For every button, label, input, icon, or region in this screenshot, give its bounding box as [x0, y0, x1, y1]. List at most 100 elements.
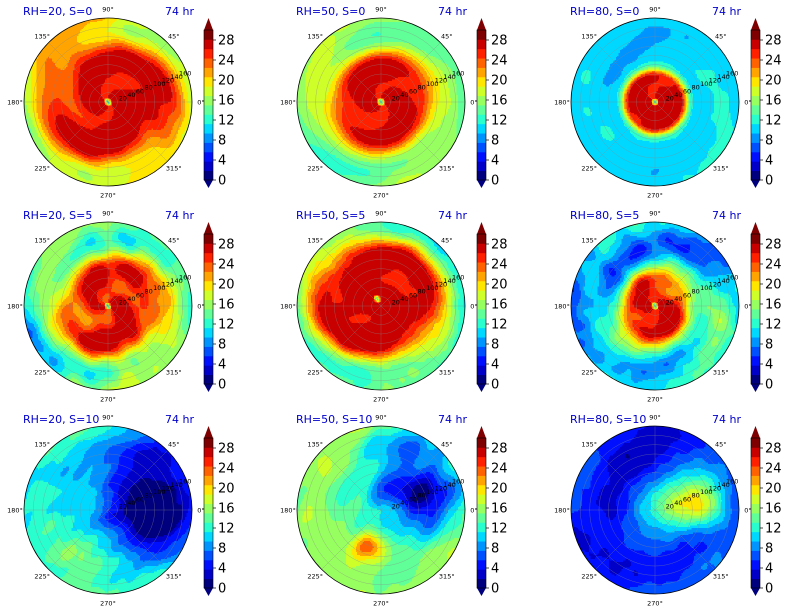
colorbar-segment [204, 346, 213, 357]
colorbar-segment [751, 252, 760, 263]
panel-title: RH=20, S=0 [23, 5, 92, 18]
colorbar-segment [477, 67, 486, 78]
colorbar-segment [751, 456, 760, 467]
colorbar-extend-min [751, 588, 760, 596]
radial-tick-label: 80 [144, 84, 152, 92]
angle-tick-label: 0° [744, 99, 751, 107]
colorbar-segment [477, 337, 486, 347]
panel-2: RH=50, S=0 74 hr 0° 45° 90° 135° 180° 225° 270° 3… [280, 5, 507, 200]
colorbar-segment [751, 142, 760, 153]
colorbar-tick-label: 0 [765, 378, 773, 393]
angle-tick-label: 225° [581, 368, 597, 376]
colorbar-segment [204, 531, 213, 542]
colorbar-segment [751, 503, 760, 514]
colorbar-segment [477, 522, 486, 533]
time-label: 74 hr [165, 413, 194, 426]
colorbar-tick-label: 20 [765, 74, 782, 89]
colorbar-segment [477, 95, 486, 106]
radial-tick-label: 140 [717, 73, 729, 81]
angle-tick-label: 90° [102, 6, 114, 14]
radial-tick-label: 80 [144, 492, 152, 500]
colorbar-segment [751, 484, 760, 495]
colorbar-tick-label: 20 [765, 278, 782, 293]
colorbar-extend-max [204, 426, 213, 438]
radial-tick-label: 140 [443, 277, 455, 285]
colorbar-frame [476, 29, 487, 181]
colorbar-segment [477, 438, 486, 448]
colorbar-tick-label: 8 [491, 134, 499, 149]
angle-tick-label: 270° [100, 192, 116, 200]
colorbar-segment [204, 234, 213, 244]
radial-tick-label: 140 [170, 481, 182, 489]
colorbar-segment [477, 309, 486, 319]
radial-tick-label: 60 [136, 87, 144, 95]
radial-tick-label: 140 [717, 481, 729, 489]
angle-tick-label: 315° [439, 164, 455, 172]
radial-tick-label: 160 [179, 69, 191, 77]
angle-tick-label: 90° [375, 414, 387, 422]
colorbar-segment [477, 86, 486, 97]
colorbar-frame [750, 29, 761, 181]
colorbar-tick-label: 12 [491, 318, 508, 333]
colorbar-segment [751, 327, 760, 338]
colorbar-segment [204, 39, 213, 50]
colorbar-segment [204, 578, 213, 589]
colorbar-segment [477, 365, 486, 376]
grid-spoke [380, 450, 441, 511]
colorbar-tick-label: 24 [765, 54, 782, 69]
radial-tick-label: 120 [162, 281, 174, 289]
grid-spoke [107, 42, 168, 103]
colorbar-segment [204, 252, 213, 263]
colorbar-tick-label: 4 [765, 562, 773, 577]
polar-frame [570, 425, 740, 595]
colorbar-segment [204, 447, 213, 458]
polar-frame [570, 17, 740, 187]
time-label: 74 hr [438, 209, 467, 222]
grid-spoke [48, 305, 109, 366]
colorbar-segment [751, 447, 760, 458]
colorbar-segment [751, 280, 760, 291]
colorbar-segment [751, 105, 760, 115]
colorbar-tick-label: 12 [765, 318, 782, 333]
panel-4: RH=20, S=5 74 hr 0° 45° 90° 135° 180° 225° 270° 3… [7, 209, 234, 404]
angle-tick-label: 135° [307, 441, 323, 449]
grid-spoke [321, 305, 382, 366]
panel-8: RH=50, S=10 74 hr 0° 45° 90° 135° 180° 225° 270°… [280, 413, 507, 608]
colorbar-segment [204, 374, 213, 385]
colorbar-extend-min [204, 180, 213, 188]
angle-tick-label: 180° [7, 507, 23, 515]
colorbar-segment [751, 569, 760, 580]
colorbar-tick-label: 16 [218, 502, 235, 517]
radial-tick-label: 100 [153, 80, 165, 88]
colorbar-tick-label: 20 [218, 482, 235, 497]
colorbar-tick-label: 0 [491, 174, 499, 189]
colorbar-tick-label: 16 [218, 298, 235, 313]
colorbar-segment [204, 86, 213, 97]
colorbar: 0 4 8 12 16 20 24 28 [203, 18, 235, 189]
grid-spoke [107, 509, 168, 570]
radial-tick-label: 160 [179, 477, 191, 485]
colorbar-segment [477, 447, 486, 458]
panel-title: RH=80, S=10 [570, 413, 646, 426]
colorbar-segment [477, 531, 486, 542]
colorbar-extend-max [751, 426, 760, 438]
colorbar-segment [751, 578, 760, 589]
angle-tick-label: 0° [197, 303, 204, 311]
grid-spoke [321, 450, 382, 511]
grid-spoke [380, 101, 441, 162]
angle-tick-label: 270° [373, 192, 389, 200]
panel-title: RH=50, S=10 [296, 413, 372, 426]
colorbar-tick-label: 16 [765, 502, 782, 517]
colorbar-segment [751, 271, 760, 282]
colorbar-segment [751, 76, 760, 87]
radial-tick-label: 40 [400, 295, 408, 303]
radial-tick-label: 120 [162, 77, 174, 85]
time-label: 74 hr [712, 5, 741, 18]
radial-tick-label: 80 [144, 288, 152, 296]
radial-tick-label: 120 [435, 77, 447, 85]
radial-tick-label: 20 [666, 94, 674, 102]
radial-tick-label: 60 [683, 495, 691, 503]
colorbar-tick-label: 8 [218, 542, 226, 557]
angle-tick-label: 0° [197, 507, 204, 515]
colorbar-segment [751, 67, 760, 78]
